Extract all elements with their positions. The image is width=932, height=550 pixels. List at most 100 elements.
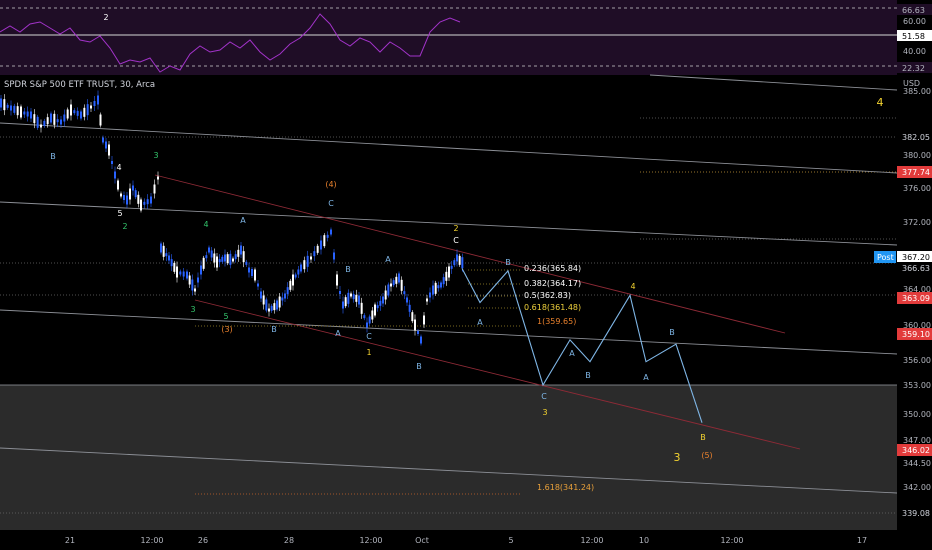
price-tick: 385.00 [903,87,931,96]
candle-body [390,283,392,287]
candle-body [120,193,122,197]
candle-body [320,240,322,250]
candle-body [76,110,79,116]
candle-body [379,300,382,306]
price-marker: 363.09 [902,294,930,303]
candle-body [200,265,202,275]
price-tick: 380.00 [903,151,931,160]
price-tick: 364.00 [903,285,931,294]
candle-body [173,262,176,272]
candle-body [245,261,248,265]
candle-body [191,279,194,291]
candle-body [376,305,379,309]
candle-body [160,243,162,253]
candle-body [10,105,12,111]
fib-label-1: 1(359.65) [537,317,576,326]
fib-label-05: 0.5(362.83) [524,291,571,300]
candle-body [129,188,131,200]
wave-label: B [345,265,351,274]
candle-body [33,114,36,124]
candle-body [292,274,294,286]
wave-label: 4 [116,163,121,172]
candle-body [423,315,425,325]
candle-body [186,271,188,279]
candle-body [392,280,395,286]
candle-body [440,282,442,288]
candle-body [262,295,265,305]
fib-label-0618: 0.618(361.48) [524,303,581,312]
price-marker-bg [897,166,932,178]
candle-body [387,284,390,296]
wave-label: 3 [542,408,547,417]
candle-body [265,299,268,311]
time-tick: 12:00 [359,536,382,545]
wave-label: B [669,328,675,337]
candle-body [16,106,19,116]
price-tick: 350.00 [903,410,931,419]
wave-label: B [505,258,511,267]
candle-body [426,298,428,302]
candle-body [434,282,437,294]
candle-body [461,257,464,269]
candle-body [150,196,152,204]
candle-body [456,254,458,262]
wave-label: 5 [117,209,122,218]
wave-label: C [328,199,334,208]
time-tick: 12:00 [720,536,743,545]
candle-body [368,316,371,324]
wave-label: A [385,255,391,264]
wave-label: 5 [223,312,228,321]
candle-body [374,304,376,316]
candle-body [46,117,49,125]
candle-body [278,296,281,308]
wave-label: B [700,433,706,442]
price-tick: 356.00 [903,356,931,365]
candle-body [251,269,253,276]
wave-label: B [50,152,56,161]
candle-body [140,199,142,211]
candle-body [26,111,29,117]
candle-body [406,297,408,303]
candle-body [168,255,170,261]
candle-body [240,245,242,255]
candle-body [134,190,137,198]
candle-body [20,106,22,118]
candle-body [73,110,76,114]
candle-body [300,264,302,272]
candle-body [143,201,146,205]
candle-body [260,291,262,299]
time-axis: 21 12:00 26 28 12:00 Oct 5 12:00 10 12:00 17 [65,536,867,545]
candle-body [208,247,210,253]
wave-label: 4 [203,220,208,229]
candle-body [176,266,178,278]
wave-label: A [240,216,246,225]
time-tick: 5 [508,536,513,545]
candle-body [157,176,159,180]
post-tag-bg [874,251,896,263]
time-tick: 12:00 [580,536,603,545]
candle-body [123,195,125,200]
trendline-lower [0,309,898,355]
trendline-bottom [0,447,898,494]
price-marker-bg [897,251,932,263]
candle-body [53,113,56,125]
candle-body [400,279,403,291]
candle-body [126,195,128,205]
candle-body [437,285,440,289]
trendline-upper [0,122,898,174]
candle-body [313,251,316,257]
candle-body [56,119,59,123]
support-zone [0,385,897,530]
candle-body [202,257,205,269]
candle-body [30,111,32,119]
candle-body [114,171,116,179]
post-tag: Post [877,253,894,262]
candle-body [216,256,218,268]
price-tick: 372.00 [903,218,931,227]
price-marker: 339.08 [902,509,930,518]
wave-label: B [585,371,591,380]
candle-body [66,109,69,119]
candle-body [448,266,450,278]
candle-body [355,294,358,302]
